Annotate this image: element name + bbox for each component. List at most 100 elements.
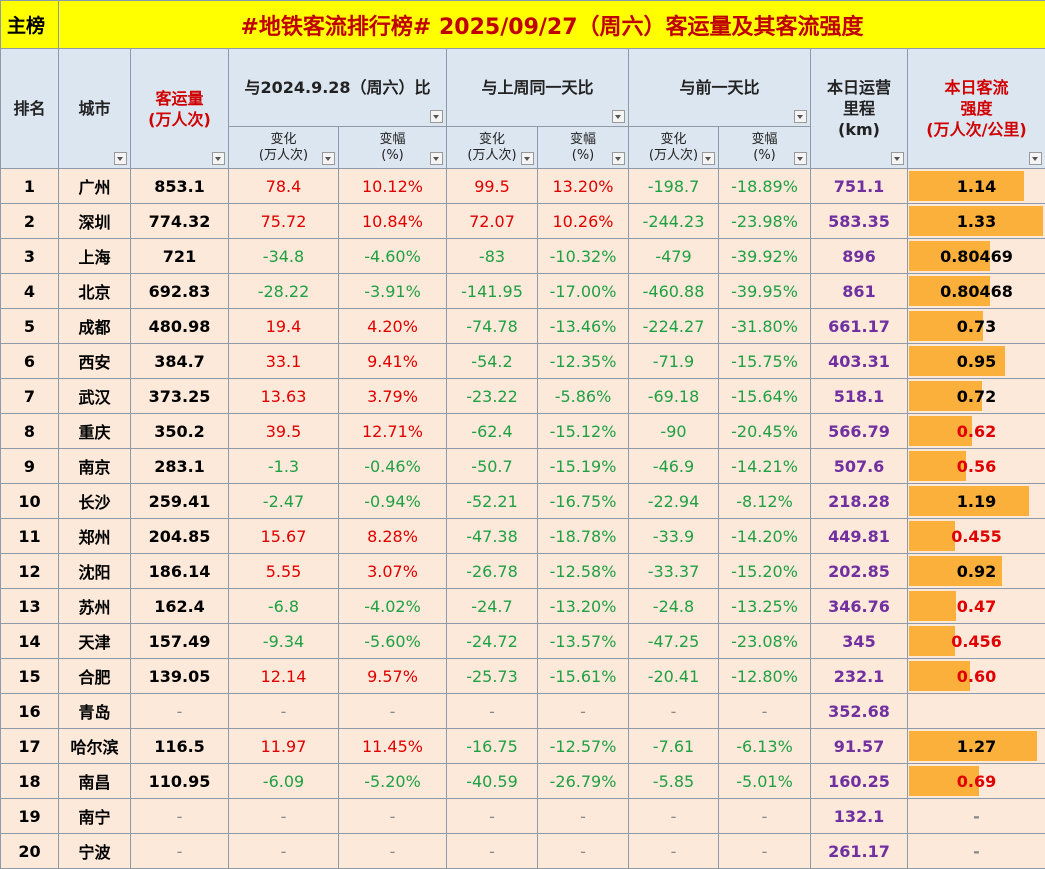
city: 广州 xyxy=(59,169,131,204)
change-cell: - xyxy=(538,799,629,834)
intensity-cell: 1.14 xyxy=(908,169,1045,204)
change-cell: -71.9 xyxy=(629,344,719,379)
change-cell: 11.45% xyxy=(339,729,447,764)
change-cell: - xyxy=(339,694,447,729)
change-cell: - xyxy=(719,799,811,834)
km: 232.1 xyxy=(811,659,908,694)
volume: 204.85 xyxy=(131,519,229,554)
volume: 139.05 xyxy=(131,659,229,694)
change-cell: -12.80% xyxy=(719,659,811,694)
intensity-bar xyxy=(909,521,955,551)
change-cell: -5.01% xyxy=(719,764,811,799)
col-header: 排名 xyxy=(1,49,59,169)
change-cell: -6.09 xyxy=(229,764,339,799)
change-cell: -15.20% xyxy=(719,554,811,589)
title: #地铁客流排行榜# 2025/09/27（周六）客运量及其客流强度 xyxy=(59,1,1045,49)
change-cell: -69.18 xyxy=(629,379,719,414)
km: 449.81 xyxy=(811,519,908,554)
change-cell: -46.9 xyxy=(629,449,719,484)
change-cell: -31.80% xyxy=(719,309,811,344)
volume: - xyxy=(131,834,229,869)
col-header: 与2024.9.28（周六）比 xyxy=(229,49,447,127)
change-cell: 12.71% xyxy=(339,414,447,449)
sub-header: 变幅 (%) xyxy=(538,127,629,169)
intensity-bar xyxy=(909,591,956,621)
volume: - xyxy=(131,799,229,834)
change-cell: -1.3 xyxy=(229,449,339,484)
change-cell: 10.12% xyxy=(339,169,447,204)
change-cell: - xyxy=(629,799,719,834)
intensity: 1.27 xyxy=(957,737,996,756)
change-cell: -24.7 xyxy=(447,589,538,624)
change-cell: -17.00% xyxy=(538,274,629,309)
col-header: 本日运营 里程 (km) xyxy=(811,49,908,169)
sub-header: 变幅 (%) xyxy=(339,127,447,169)
change-cell: 3.07% xyxy=(339,554,447,589)
intensity-cell: 0.456 xyxy=(908,624,1045,659)
col-header: 客运量 (万人次) xyxy=(131,49,229,169)
intensity: 0.60 xyxy=(957,667,996,686)
change-cell: 9.41% xyxy=(339,344,447,379)
intensity: 1.14 xyxy=(957,177,996,196)
intensity: 1.19 xyxy=(957,492,996,511)
change-cell: -224.27 xyxy=(629,309,719,344)
rank: 19 xyxy=(1,799,59,834)
intensity-cell: 0.72 xyxy=(908,379,1045,414)
change-cell: -16.75 xyxy=(447,729,538,764)
intensity: 0.56 xyxy=(957,457,996,476)
intensity: 0.95 xyxy=(957,352,996,371)
change-cell: 15.67 xyxy=(229,519,339,554)
change-cell: 11.97 xyxy=(229,729,339,764)
volume: 853.1 xyxy=(131,169,229,204)
change-cell: 3.79% xyxy=(339,379,447,414)
city: 北京 xyxy=(59,274,131,309)
km: 896 xyxy=(811,239,908,274)
rank: 12 xyxy=(1,554,59,589)
intensity: 0.80468 xyxy=(940,282,1013,301)
intensity: 0.69 xyxy=(957,772,996,791)
volume: 692.83 xyxy=(131,274,229,309)
change-cell: -20.41 xyxy=(629,659,719,694)
change-cell: - xyxy=(447,799,538,834)
km: 346.76 xyxy=(811,589,908,624)
city: 合肥 xyxy=(59,659,131,694)
rank: 7 xyxy=(1,379,59,414)
km: 91.57 xyxy=(811,729,908,764)
city: 重庆 xyxy=(59,414,131,449)
change-cell: -40.59 xyxy=(447,764,538,799)
change-cell: 9.57% xyxy=(339,659,447,694)
change-cell: -24.72 xyxy=(447,624,538,659)
change-cell: -14.21% xyxy=(719,449,811,484)
km: 160.25 xyxy=(811,764,908,799)
change-cell: -9.34 xyxy=(229,624,339,659)
volume: 350.2 xyxy=(131,414,229,449)
change-cell: -24.8 xyxy=(629,589,719,624)
change-cell: -15.19% xyxy=(538,449,629,484)
change-cell: -12.58% xyxy=(538,554,629,589)
city: 上海 xyxy=(59,239,131,274)
change-cell: -39.92% xyxy=(719,239,811,274)
change-cell: -50.7 xyxy=(447,449,538,484)
intensity: 0.455 xyxy=(951,527,1002,546)
col-header: 本日客流 强度 (万人次/公里) xyxy=(908,49,1045,169)
change-cell: - xyxy=(629,834,719,869)
city: 天津 xyxy=(59,624,131,659)
km: 352.68 xyxy=(811,694,908,729)
intensity: 0.456 xyxy=(951,632,1002,651)
change-cell: -52.21 xyxy=(447,484,538,519)
city: 南京 xyxy=(59,449,131,484)
intensity: 0.62 xyxy=(957,422,996,441)
change-cell: - xyxy=(538,694,629,729)
change-cell: -54.2 xyxy=(447,344,538,379)
km: 518.1 xyxy=(811,379,908,414)
km: 345 xyxy=(811,624,908,659)
city: 苏州 xyxy=(59,589,131,624)
intensity: - xyxy=(973,807,980,826)
